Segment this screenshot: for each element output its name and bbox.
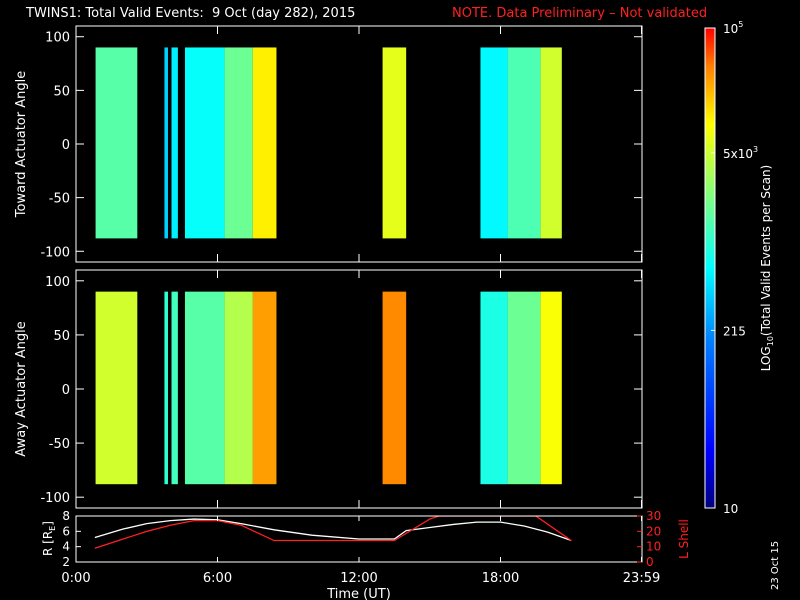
- y-tick-label: 8: [62, 509, 70, 523]
- heatmap-block: [164, 47, 168, 239]
- y2-tick-label: 0: [646, 555, 654, 569]
- heatmap-block: [507, 47, 541, 239]
- series-group: [94, 516, 572, 549]
- l-shell-line: [94, 516, 572, 549]
- heatmap-block: [382, 47, 407, 239]
- heatmap-block: [224, 291, 253, 485]
- y-tick-label: 6: [62, 524, 70, 538]
- colorbar-tick-label: 10: [723, 502, 738, 516]
- y-tick-label: 4: [62, 540, 70, 554]
- y2-tick-label: 20: [646, 524, 661, 538]
- colorbar-tick-label: 105: [723, 20, 743, 36]
- colorbar-label-sub: 10: [766, 336, 775, 346]
- x-tick-label: 6:00: [203, 571, 232, 586]
- colorbar-tick-label: 5x103: [723, 145, 758, 161]
- x-tick-label: 23:59: [623, 571, 660, 586]
- y-axis-label-end: ]: [41, 521, 55, 526]
- colorbar-label-end: (Total Valid Events per Scan): [759, 165, 773, 336]
- x-tick-label: 18:00: [482, 571, 519, 586]
- y-tick-label: 50: [53, 329, 70, 344]
- heatmap-block: [95, 291, 138, 485]
- y2-tick-label: 10: [646, 540, 661, 554]
- y-tick-label: 0: [62, 138, 70, 153]
- heatmap-block: [480, 47, 508, 239]
- heatmap-block: [252, 291, 277, 485]
- heatmap-block: [224, 47, 253, 239]
- heatmap-block: [480, 291, 508, 485]
- colorbar-tick-label: 215: [723, 324, 746, 338]
- y-tick-label: -50: [49, 192, 70, 207]
- toward-heatmap-panel: 100 50 0 -50 -100 Toward Actuator Angle: [14, 25, 643, 263]
- colorbar-label: LOG10(Total Valid Events per Scan): [759, 165, 775, 372]
- heatmap-block: [171, 47, 178, 239]
- y2-axis-label: L Shell: [677, 519, 691, 559]
- y-tick-label: 100: [45, 31, 70, 46]
- heatmap-block: [382, 291, 407, 485]
- y-tick-label: -50: [49, 437, 70, 452]
- heatmap-block: [171, 291, 178, 485]
- y-tick-label: 50: [53, 84, 70, 99]
- y2-tick-label: 30: [646, 509, 661, 523]
- heatmap-block: [164, 291, 168, 485]
- heatmap-block: [540, 291, 562, 485]
- heatmap-block: [95, 47, 138, 239]
- y-axis-label: R [RE]: [41, 521, 57, 556]
- heatmap-block: [507, 291, 541, 485]
- y-axis-label: Away Actuator Angle: [14, 321, 29, 456]
- x-tick-label: 12:00: [340, 571, 377, 586]
- y-tick-label: -100: [40, 491, 70, 506]
- heatmap-block: [540, 47, 562, 239]
- preliminary-note: NOTE. Data Preliminary – Not validated: [452, 6, 708, 21]
- heatmap-block: [252, 47, 277, 239]
- x-axis-label: Time (UT): [326, 587, 391, 600]
- y-axis-label: Toward Actuator Angle: [14, 71, 29, 218]
- plot-title: TWINS1: Total Valid Events: 9 Oct (day 2…: [26, 6, 356, 21]
- r-distance-line: [94, 518, 572, 542]
- heatmap-block: [184, 47, 225, 239]
- y-tick-label: -100: [40, 245, 70, 260]
- heatmap-block: [184, 291, 225, 485]
- x-tick-label: 0:00: [61, 571, 90, 586]
- y-axis-label-sub: E: [48, 526, 57, 531]
- y-tick-label: 2: [62, 555, 70, 569]
- y-tick-label: 0: [62, 383, 70, 398]
- away-heatmap-panel: 100 50 0 -50 -100 Away Actuator Angle: [14, 269, 643, 509]
- colorbar-scale: [704, 27, 716, 509]
- colorbar-tick-sup: 5: [738, 20, 743, 29]
- y-tick-label: 100: [45, 275, 70, 290]
- colorbar-tick-sup: 3: [753, 145, 758, 154]
